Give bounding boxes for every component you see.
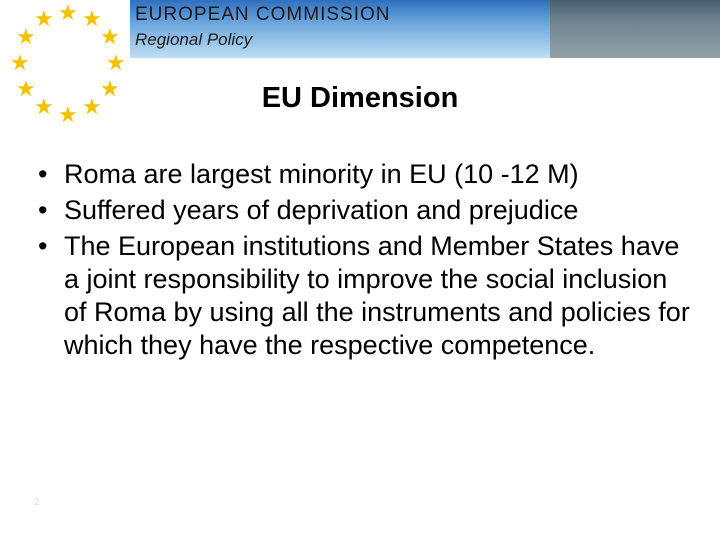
- slide-title: EU Dimension: [0, 82, 720, 115]
- star-icon: ★: [34, 12, 48, 26]
- star-icon: ★: [10, 56, 24, 70]
- body-content: Roma are largest minority in EU (10 -12 …: [34, 158, 694, 365]
- star-icon: ★: [82, 12, 96, 26]
- org-name-line2: Regional Policy: [135, 30, 252, 50]
- slide-container: ★ ★ ★ ★ ★ ★ ★ ★ ★ ★ ★ ★ EUROPEAN COMMISS…: [0, 0, 720, 540]
- bullet-item: Roma are largest minority in EU (10 -12 …: [34, 158, 694, 191]
- org-name-line1: EUROPEAN COMMISSION: [135, 4, 390, 26]
- star-icon: ★: [16, 30, 30, 44]
- page-number: 2: [34, 497, 40, 508]
- star-icon: ★: [58, 6, 72, 20]
- bullet-list: Roma are largest minority in EU (10 -12 …: [34, 158, 694, 362]
- header-photo-block: [550, 0, 720, 58]
- bullet-item: Suffered years of deprivation and prejud…: [34, 194, 694, 227]
- star-icon: ★: [106, 56, 120, 70]
- bullet-item: The European institutions and Member Sta…: [34, 230, 694, 362]
- star-icon: ★: [100, 30, 114, 44]
